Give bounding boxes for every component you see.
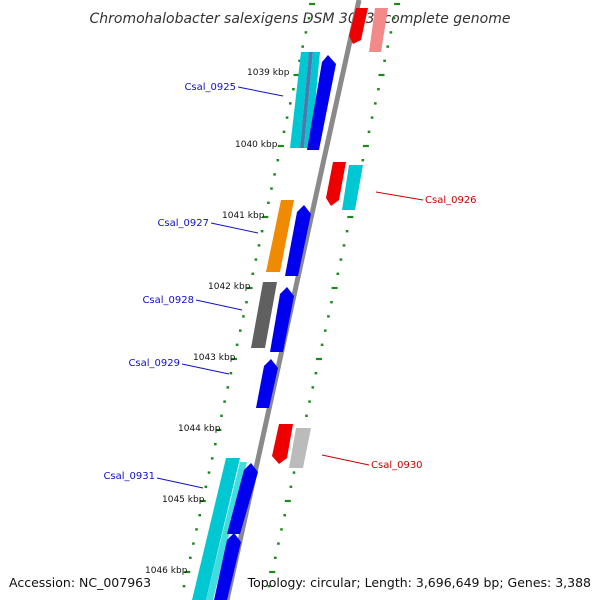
gene-labels: Csal_0925 Csal_0926 Csal_0927 Csal_0928 … (103, 82, 476, 482)
gene-arrow-csal-0925[interactable] (290, 52, 336, 150)
kbp-label: 1040 kbp (235, 140, 278, 150)
left-scale-track (182, 2, 316, 588)
kbp-label: 1043 kbp (193, 353, 236, 363)
gene-label-csal-0929[interactable]: Csal_0929 (128, 358, 180, 369)
gene-label-leaders (156, 86, 424, 489)
gene-arrow-csal-0931[interactable] (192, 458, 258, 600)
kbp-label: 1042 kbp (208, 282, 251, 292)
topology-text: Topology: circular; Length: 3,696,649 bp… (247, 575, 591, 590)
gene-label-csal-0928[interactable]: Csal_0928 (142, 295, 194, 306)
accession-text: Accession: NC_007963 (9, 575, 151, 590)
gene-arrow-csal-0927[interactable] (266, 200, 311, 276)
gene-label-csal-0927[interactable]: Csal_0927 (157, 218, 209, 229)
gene-arrow-csal-0929[interactable] (256, 359, 278, 408)
map-title: Chromohalobacter salexigens DSM 3043, co… (90, 11, 511, 27)
kbp-label: 1039 kbp (247, 68, 290, 78)
gene-arrow-top-red[interactable] (349, 8, 388, 52)
kbp-label: 1045 kbp (162, 495, 205, 505)
gene-label-csal-0930[interactable]: Csal_0930 (371, 460, 423, 471)
gene-arrow-csal-0930[interactable] (272, 424, 311, 468)
gene-label-csal-0931[interactable]: Csal_0931 (103, 471, 155, 482)
gene-arrow-csal-0928[interactable] (251, 282, 294, 352)
gene-features (192, 8, 388, 600)
kbp-label: 1044 kbp (178, 424, 221, 434)
kbp-labels: 1039 kbp 1040 kbp 1041 kbp 1042 kbp 1043… (145, 68, 290, 576)
kbp-label: 1041 kbp (222, 211, 265, 221)
gene-label-csal-0926[interactable]: Csal_0926 (425, 195, 477, 206)
gene-label-csal-0925[interactable]: Csal_0925 (184, 82, 236, 93)
kbp-label: 1046 kbp (145, 566, 188, 576)
gene-arrow-csal-0926[interactable] (326, 162, 363, 210)
